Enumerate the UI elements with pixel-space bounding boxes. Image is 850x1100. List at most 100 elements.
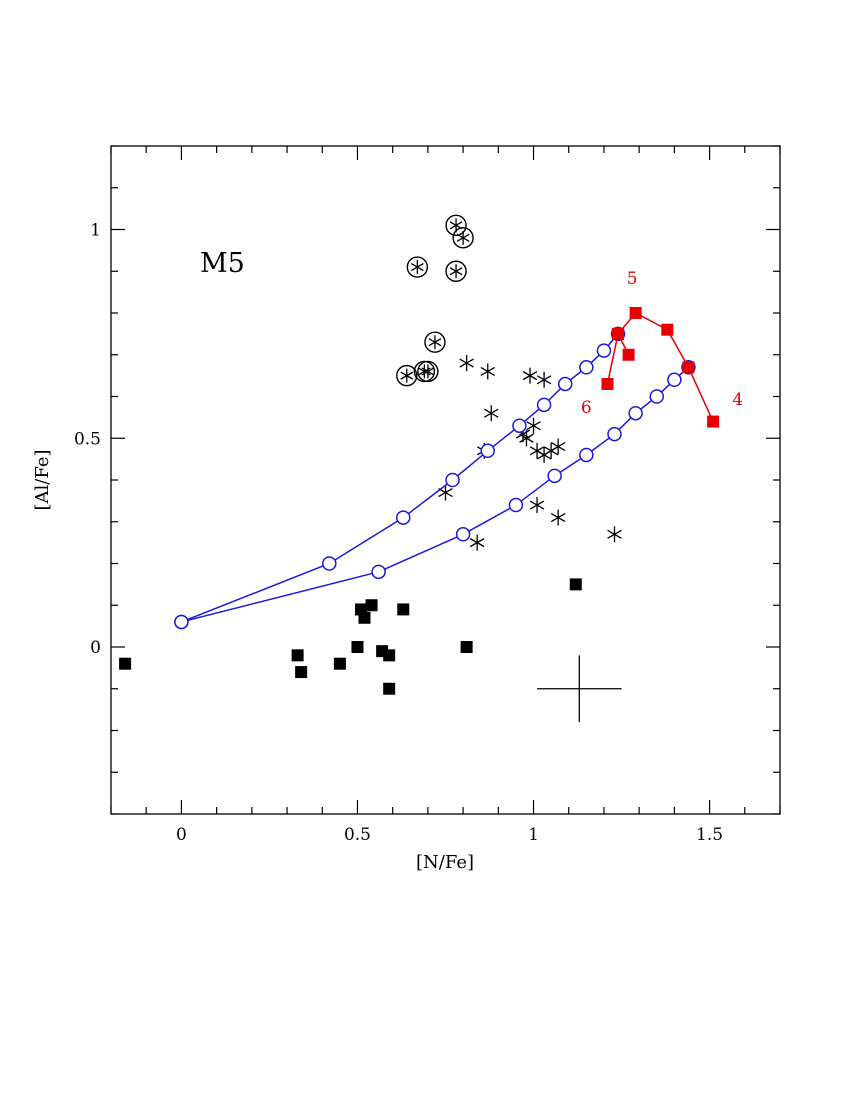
- series-open-circle-line: [174, 326, 626, 630]
- square-marker: [682, 361, 695, 374]
- square-marker: [383, 649, 396, 662]
- x-tick-label: 0.5: [344, 825, 371, 845]
- star-circle: [424, 331, 446, 353]
- square-marker: [291, 649, 304, 662]
- star-stroke: [550, 442, 566, 452]
- y-axis-label: [Al/Fe]: [32, 449, 53, 510]
- square-marker: [629, 307, 642, 319]
- square-marker: [661, 323, 674, 336]
- star-stroke: [438, 487, 453, 498]
- star-circle: [445, 214, 467, 237]
- circled-star-marker: [452, 227, 474, 249]
- tick-labels: 0 0.5 1 1.5 0 0.5 1: [74, 221, 723, 846]
- circle-marker: [455, 527, 471, 542]
- star-marker: [607, 526, 622, 543]
- square-marker: [601, 377, 614, 390]
- series-layer: [119, 214, 720, 695]
- error-bar: [537, 655, 622, 723]
- circle-marker: [557, 376, 573, 392]
- star-circle: [396, 364, 418, 387]
- star-stroke: [550, 513, 566, 523]
- star-stroke: [449, 267, 463, 276]
- star-stroke: [469, 538, 485, 548]
- star-stroke: [400, 371, 414, 380]
- star-stroke: [515, 429, 531, 439]
- star-marker: [529, 497, 545, 514]
- star-stroke: [529, 446, 545, 456]
- circle-marker: [371, 564, 386, 580]
- circle-marker: [628, 405, 643, 421]
- circle-marker: [667, 372, 682, 388]
- square-marker: [460, 641, 473, 653]
- star-stroke: [428, 338, 442, 347]
- star-stroke: [459, 358, 474, 368]
- y-tick-label: 1: [90, 221, 101, 241]
- star-marker: [480, 363, 496, 380]
- circle-marker: [596, 343, 612, 358]
- x-tick-label: 1: [528, 825, 539, 845]
- square-marker: [707, 415, 720, 428]
- star-circle: [406, 256, 429, 278]
- star-circle: [417, 360, 439, 383]
- star-marker: [550, 509, 566, 526]
- series-open-circle-line: [174, 360, 696, 630]
- y-tick-label: 0: [90, 638, 101, 658]
- star-marker: [484, 405, 499, 422]
- square-marker: [295, 666, 308, 679]
- star-marker: [438, 484, 453, 501]
- star-stroke: [410, 263, 424, 272]
- star-marker: [550, 438, 566, 455]
- x-axis-label: [N/Fe]: [416, 852, 474, 873]
- star-stroke: [536, 375, 552, 385]
- circle-marker: [649, 389, 665, 404]
- star-stroke: [526, 421, 541, 431]
- star-stroke: [484, 408, 499, 418]
- star-stroke: [519, 433, 534, 443]
- series-line: [606, 312, 714, 422]
- series-filled-square: [119, 578, 582, 695]
- point-label: 6: [581, 398, 592, 418]
- star-stroke: [607, 529, 622, 539]
- square-marker: [365, 599, 378, 612]
- point-label: 4: [732, 390, 743, 410]
- star-marker: [519, 430, 534, 447]
- circled-star-marker: [396, 364, 418, 387]
- star-stroke: [456, 233, 470, 242]
- x-tick-label: 0: [176, 825, 187, 845]
- series-filled-square-line: [601, 307, 720, 428]
- series-star: [438, 355, 622, 551]
- square-marker: [358, 611, 371, 624]
- circle-marker: [445, 472, 460, 488]
- square-marker: [351, 641, 364, 653]
- circle-marker: [579, 447, 594, 463]
- square-marker: [612, 327, 625, 340]
- star-stroke: [449, 221, 463, 230]
- point-labels: 5 6 4: [581, 269, 743, 418]
- square-marker: [622, 348, 635, 361]
- star-marker: [459, 355, 474, 372]
- square-marker: [119, 657, 132, 670]
- star-circle: [445, 260, 467, 282]
- circle-marker: [579, 360, 594, 375]
- point-label: 5: [627, 269, 638, 289]
- series-filled-square-line: [612, 327, 635, 361]
- cluster-annotation: M5: [200, 248, 245, 279]
- circled-star-marker: [417, 360, 439, 383]
- star-stroke: [421, 367, 435, 376]
- circle-marker: [536, 397, 552, 413]
- square-marker: [397, 603, 410, 616]
- star-circle: [452, 227, 474, 249]
- square-marker: [333, 657, 346, 670]
- circle-marker: [322, 556, 337, 571]
- star-marker: [522, 367, 538, 384]
- circled-star-marker: [424, 331, 446, 353]
- star-marker: [526, 417, 541, 434]
- circled-star-marker: [406, 256, 429, 278]
- x-tick-label: 1.5: [696, 825, 723, 845]
- circled-star-marker: [445, 260, 467, 282]
- square-marker: [569, 578, 582, 591]
- circle-marker: [547, 468, 562, 484]
- circle-marker: [607, 426, 622, 442]
- star-stroke: [522, 371, 538, 381]
